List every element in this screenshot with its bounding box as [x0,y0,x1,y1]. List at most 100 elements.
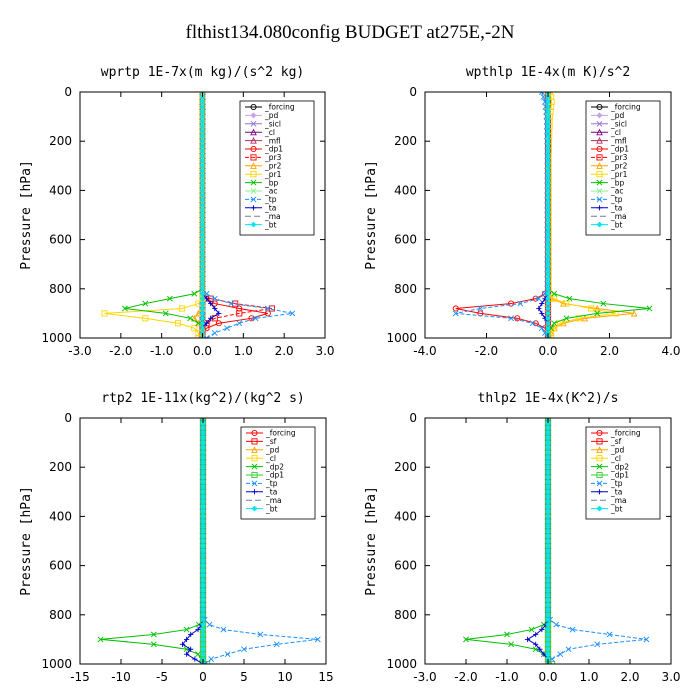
series-point [200,479,206,485]
series-point [200,444,206,451]
series-point [539,626,545,633]
series-point [545,153,551,159]
series-point [264,305,271,312]
series-point [199,276,206,282]
series-point [215,320,222,327]
series-point [199,310,206,316]
series-point [200,435,206,441]
series-point [477,305,484,312]
y-tick-label: 0 [64,411,72,425]
series-point [264,310,271,317]
series-point [545,261,551,267]
series-point [199,246,206,253]
x-tick-label: 0 [199,670,207,684]
legend-label: _forcing [610,429,641,438]
series-point [545,597,551,603]
series-point [199,266,206,272]
series-point [545,192,551,198]
series-point [200,597,206,603]
series-point [224,651,231,658]
series-point [200,577,206,583]
legend-label: _cl [264,128,275,137]
series-point [545,572,551,579]
panel-title: rtp2 1E-11x(kg^2)/(kg^2 s) [101,391,305,406]
legend: _forcing_sf_pd_cl_dp2_dp1_tp_ta_ma_bt [585,426,661,520]
legend-label: _mfl [264,136,281,145]
legend-label: _tp [610,195,623,204]
series-point [200,587,206,593]
series-point [545,617,551,623]
y-axis-label: Pressure [hPa] [19,160,34,270]
legend-entry: _ma [591,496,627,505]
x-tick-label: -2.0 [109,344,132,358]
series-point [257,631,264,638]
y-tick-label: 200 [49,134,72,148]
series-point [545,187,551,193]
series-point [539,310,545,316]
series-point [536,305,542,312]
series-point [97,636,104,643]
series-point [199,315,206,321]
series-point [553,621,560,628]
series-point [199,177,206,184]
x-tick-label: 15 [318,670,333,684]
legend-marker [251,506,258,512]
legend-marker [250,162,257,169]
legend-entry: _mfl [591,136,627,145]
series-point [545,523,551,529]
series-point [545,286,551,292]
legend-marker [596,455,603,462]
series-point [524,636,531,642]
x-tick-label: -3.0 [413,670,436,684]
series-point [545,513,551,519]
series-point [545,425,551,431]
series-point [208,300,214,307]
series-point [545,607,551,613]
legend-entry: _sf [591,437,622,446]
legend-marker [250,222,257,228]
series-point [545,118,551,125]
series-point [452,310,459,317]
series-point [200,513,206,519]
series-point [575,315,582,322]
legend-marker [250,145,257,153]
series-point [545,582,551,588]
series-point [199,187,206,193]
legend-entry: _cl [591,128,621,137]
legend-marker [596,188,603,194]
series-bt [200,418,206,664]
legend-label: _ma [264,212,281,221]
series-point [199,148,206,154]
series-bp [121,92,206,338]
series-point [200,553,206,559]
series-point [200,592,206,598]
series-point [594,641,601,648]
legend-marker [250,154,257,161]
series-point [208,315,214,321]
legend-label: _forcing [610,103,641,112]
series-point [581,314,589,322]
series-point [200,454,206,460]
series-point [199,163,206,169]
legend-label: _forcing [265,429,296,438]
plot-area [463,418,650,664]
series-point [199,227,206,233]
series-point [549,660,556,664]
legend-entry: _pr3 [591,153,628,162]
legend-label: _sicl [264,120,281,129]
series-point [200,489,206,495]
series-point [195,651,201,658]
series-tp [452,92,551,338]
series-point [533,641,539,647]
legend-marker [596,145,603,153]
series-point [195,626,201,633]
series-point [199,192,206,198]
series-point [545,266,551,272]
series-point [199,168,206,174]
legend-entry: _ac [245,187,277,196]
legend-entry: _sicl [245,120,281,129]
series-point [200,440,206,446]
series-point [200,430,206,436]
legend-entry: _ac [591,187,623,196]
series-point [545,276,551,282]
